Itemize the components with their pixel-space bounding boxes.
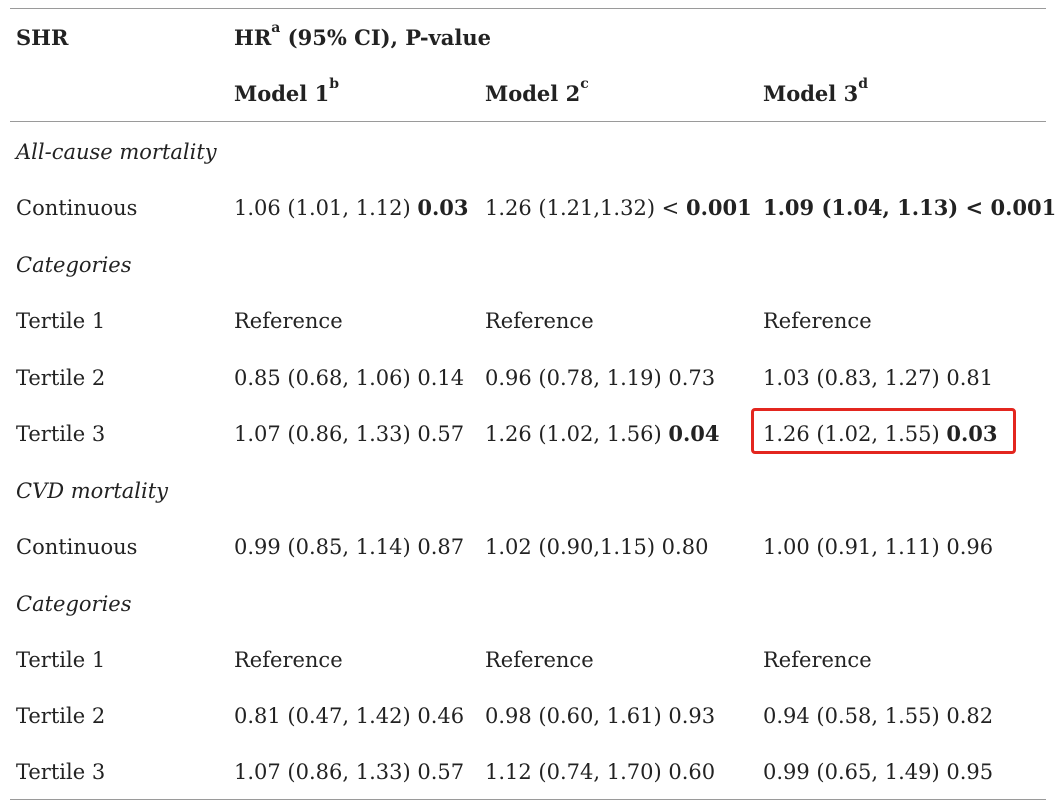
row-label: Tertile 3 [16, 760, 106, 784]
column-header-model-1: Model 1b [234, 76, 339, 106]
table-cell: 0.94 (0.58, 1.55) 0.82 [763, 702, 993, 730]
table-top-rule [10, 8, 1046, 9]
table-cell: 1.26 (1.02, 1.55) 0.03 [763, 420, 998, 448]
table-cell: 1.26 (1.02, 1.56) 0.04 [485, 420, 720, 448]
cell-bold-value: 0.03 [417, 195, 469, 220]
section-label: Categories [16, 253, 132, 277]
table-cell: 1.06 (1.01, 1.12) 0.03 [234, 194, 469, 222]
table-cell: Reference [485, 307, 594, 335]
cell-value: 1.12 (0.74, 1.70) 0.60 [485, 760, 716, 784]
row-label: Continuous [16, 196, 138, 220]
cell-value: Reference [485, 309, 594, 333]
cell-value: 1.07 (0.86, 1.33) 0.57 [234, 760, 465, 784]
column-header-model-2: Model 2c [485, 76, 589, 106]
cell-value: 1.03 (0.83, 1.27) 0.81 [763, 366, 994, 390]
table-cell: 1.12 (0.74, 1.70) 0.60 [485, 758, 715, 786]
row-label: Tertile 2 [16, 704, 106, 728]
column-header-shr: SHR [16, 25, 69, 50]
table-cell: Reference [763, 646, 872, 674]
table-cell: Reference [485, 646, 594, 674]
cell-value: 0.99 (0.65, 1.49) 0.95 [763, 760, 994, 784]
cell-value: Reference [234, 648, 343, 672]
column-header-model-3: Model 3d [763, 76, 868, 106]
cell-value: 0.98 (0.60, 1.61) 0.93 [485, 704, 716, 728]
cell-value: 1.26 (1.02, 1.55) [763, 422, 947, 446]
row-label: Tertile 3 [16, 422, 106, 446]
row-label: Tertile 1 [16, 648, 106, 672]
cell-value: 1.00 (0.91, 1.11) 0.96 [763, 535, 994, 559]
table-cell: 0.81 (0.47, 1.42) 0.46 [234, 702, 464, 730]
table-cell: 1.07 (0.86, 1.33) 0.57 [234, 758, 464, 786]
cell-bold-value: 0.001 [685, 195, 752, 220]
row-label: Continuous [16, 535, 138, 559]
cell-value: Reference [763, 309, 872, 333]
table-cell: 0.99 (0.85, 1.14) 0.87 [234, 533, 464, 561]
section-label: CVD mortality [16, 479, 169, 503]
table-bottom-rule [10, 799, 1046, 800]
table-cell: 0.96 (0.78, 1.19) 0.73 [485, 364, 715, 392]
header-rule [10, 121, 1046, 122]
table-cell: 1.07 (0.86, 1.33) 0.57 [234, 420, 464, 448]
table-cell: Reference [763, 307, 872, 335]
cell-value: 1.26 (1.02, 1.56) [485, 422, 669, 446]
table-cell: 1.03 (0.83, 1.27) 0.81 [763, 364, 993, 392]
cell-value: Reference [234, 309, 343, 333]
cell-value: 1.26 (1.21,1.32) < [485, 196, 686, 220]
table-cell: 0.99 (0.65, 1.49) 0.95 [763, 758, 993, 786]
table-cell: 1.00 (0.91, 1.11) 0.96 [763, 533, 993, 561]
table-cell: 0.98 (0.60, 1.61) 0.93 [485, 702, 715, 730]
row-label: Tertile 1 [16, 309, 106, 333]
cell-value: 1.07 (0.86, 1.33) 0.57 [234, 422, 465, 446]
section-label: Categories [16, 592, 132, 616]
section-label: All-cause mortality [16, 140, 217, 164]
cell-value: 0.94 (0.58, 1.55) 0.82 [763, 704, 994, 728]
cell-value: Reference [485, 648, 594, 672]
highlight-box [751, 408, 1016, 454]
cell-value: 0.96 (0.78, 1.19) 0.73 [485, 366, 716, 390]
cell-value: 1.02 (0.90,1.15) 0.80 [485, 535, 709, 559]
column-group-header: HRa (95% CI), P-value [234, 20, 491, 50]
cell-bold-value: 1.09 (1.04, 1.13) < 0.001 [763, 195, 1056, 220]
row-label: Tertile 2 [16, 366, 106, 390]
table-cell: 1.26 (1.21,1.32) < 0.001 [485, 194, 752, 222]
table-cell: 0.85 (0.68, 1.06) 0.14 [234, 364, 464, 392]
table-cell: Reference [234, 307, 343, 335]
table-cell: Reference [234, 646, 343, 674]
cell-value: Reference [763, 648, 872, 672]
cell-value: 0.99 (0.85, 1.14) 0.87 [234, 535, 465, 559]
cell-value: 0.81 (0.47, 1.42) 0.46 [234, 704, 465, 728]
cell-bold-value: 0.03 [946, 421, 998, 446]
cell-bold-value: 0.04 [668, 421, 720, 446]
cell-value: 0.85 (0.68, 1.06) 0.14 [234, 366, 465, 390]
table-cell: 1.02 (0.90,1.15) 0.80 [485, 533, 708, 561]
table-cell: 1.09 (1.04, 1.13) < 0.001 [763, 194, 1056, 222]
cell-value: 1.06 (1.01, 1.12) [234, 196, 418, 220]
